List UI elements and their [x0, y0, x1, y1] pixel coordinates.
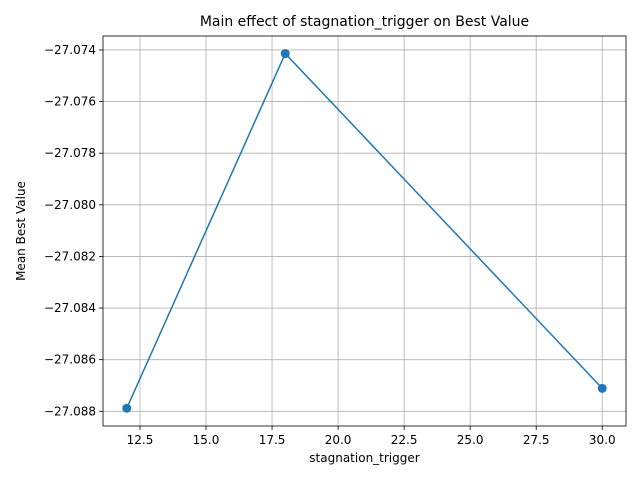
data-point [280, 49, 290, 59]
x-tick-label: 15.0 [193, 433, 220, 447]
data-point [597, 383, 607, 393]
x-tick-label: 17.5 [259, 433, 286, 447]
series-line [126, 52, 603, 409]
y-tick-label: −27.082 [44, 249, 96, 263]
y-tick-label: −27.086 [44, 353, 96, 367]
y-tick-label: −27.080 [44, 198, 96, 212]
y-tick-label: −27.076 [44, 95, 96, 109]
grid-lines [103, 36, 626, 426]
chart-title: Main effect of stagnation_trigger on Bes… [200, 14, 529, 30]
x-tick-label: 12.5 [127, 433, 154, 447]
x-tick-label: 25.0 [457, 433, 484, 447]
y-tick-label: −27.074 [44, 43, 96, 57]
x-tick-label: 30.0 [589, 433, 616, 447]
y-axis-label: Mean Best Value [14, 181, 28, 281]
y-tick-label: −27.078 [44, 146, 96, 160]
data-point [122, 403, 132, 413]
x-tick-label: 20.0 [325, 433, 352, 447]
x-tick-label: 27.5 [523, 433, 550, 447]
plot-frame [102, 35, 627, 427]
series-layer [122, 49, 607, 413]
x-tick-label: 22.5 [391, 433, 418, 447]
axis-ticks: 12.5 15.0 17.5 20.0 22.5 25.0 27.5 30.0 −27.088 −… [44, 43, 616, 447]
y-tick-label: −27.088 [44, 404, 96, 418]
x-axis-label: stagnation_trigger [309, 451, 419, 465]
y-tick-label: −27.084 [44, 301, 96, 315]
